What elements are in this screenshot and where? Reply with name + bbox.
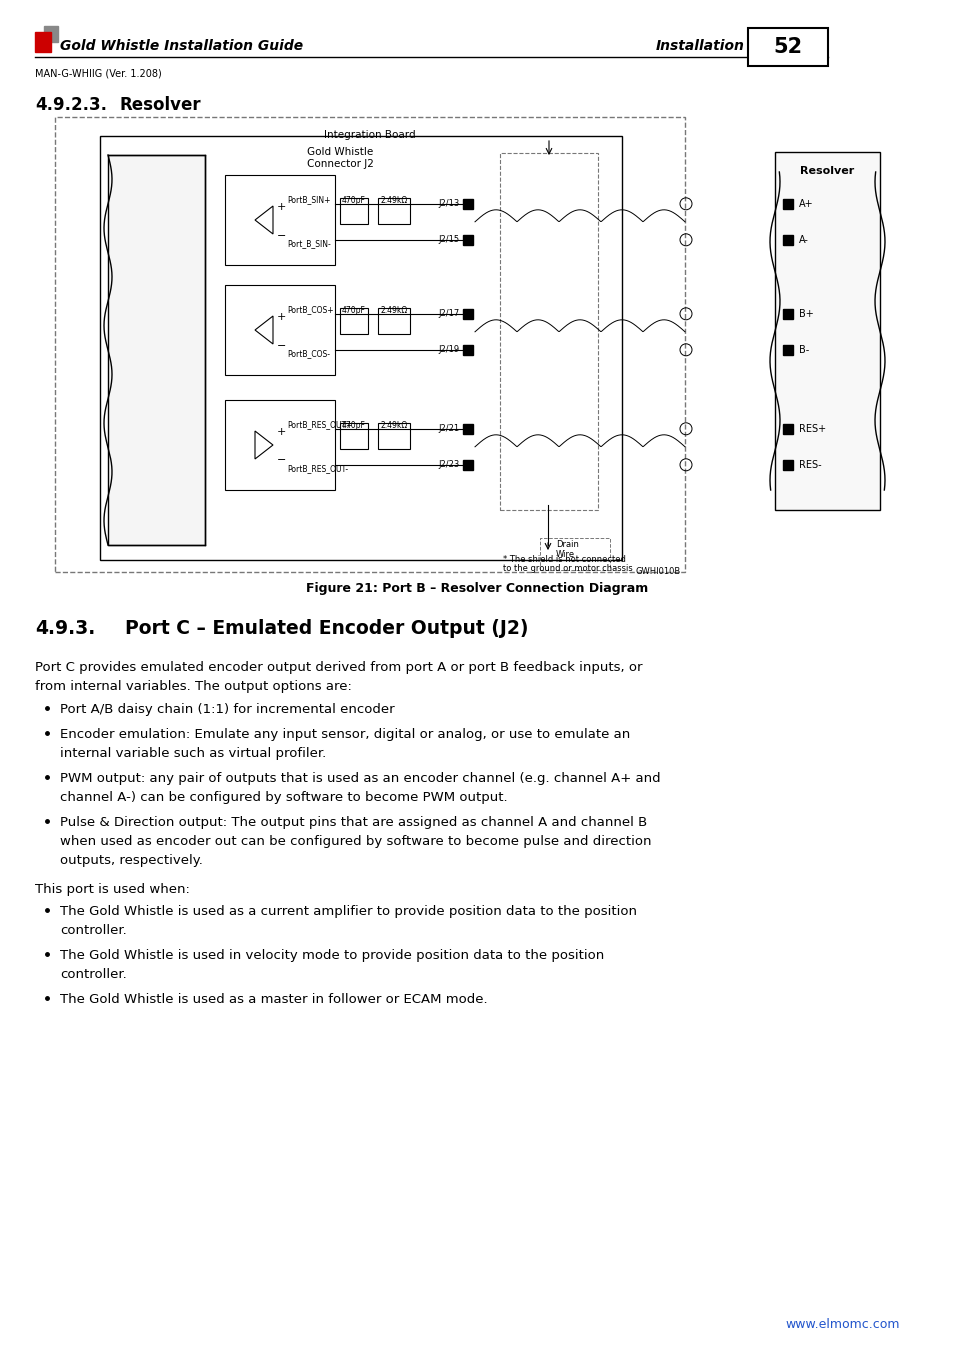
- Text: PortB_COS+: PortB_COS+: [287, 305, 334, 313]
- Text: Encoder emulation: Emulate any input sensor, digital or analog, or use to emulat: Encoder emulation: Emulate any input sen…: [60, 728, 630, 741]
- Text: MAN-G-WHIIG (Ver. 1.208): MAN-G-WHIIG (Ver. 1.208): [35, 68, 162, 78]
- Text: The Gold Whistle is used in velocity mode to provide position data to the positi: The Gold Whistle is used in velocity mod…: [60, 949, 603, 963]
- Bar: [462, 344, 473, 355]
- Text: Port C – Emulated Encoder Output (J2): Port C – Emulated Encoder Output (J2): [125, 620, 528, 639]
- Bar: [44, 26, 58, 42]
- Bar: [339, 198, 368, 224]
- Text: +: +: [276, 312, 286, 323]
- Text: GWHI010B: GWHI010B: [635, 567, 680, 576]
- Text: 2.49kΩ: 2.49kΩ: [380, 421, 407, 431]
- Text: Figure 21: Port B – Resolver Connection Diagram: Figure 21: Port B – Resolver Connection …: [306, 582, 647, 595]
- Bar: [339, 423, 368, 450]
- Text: controller.: controller.: [60, 968, 127, 981]
- Text: * The shield is not connected: * The shield is not connected: [502, 555, 625, 564]
- Text: channel A-) can be configured by software to become PWM output.: channel A-) can be configured by softwar…: [60, 791, 507, 805]
- Text: Integration Board: Integration Board: [324, 130, 416, 140]
- Text: controller.: controller.: [60, 923, 127, 937]
- Text: to the ground or motor chassis: to the ground or motor chassis: [502, 564, 632, 572]
- Text: outputs, respectively.: outputs, respectively.: [60, 855, 203, 867]
- Text: Installation: Installation: [656, 39, 744, 53]
- Bar: [35, 32, 51, 53]
- Text: 470pF: 470pF: [342, 306, 366, 315]
- Bar: [747, 28, 827, 66]
- Text: Connector J2: Connector J2: [306, 159, 373, 169]
- Bar: [55, 117, 684, 572]
- Bar: [377, 308, 410, 333]
- Bar: [499, 153, 598, 510]
- Bar: [377, 198, 410, 224]
- Bar: [782, 424, 792, 433]
- Text: PortB_RES_OUT-: PortB_RES_OUT-: [287, 464, 348, 472]
- Bar: [377, 423, 410, 450]
- Text: A-: A-: [799, 235, 808, 244]
- Text: PortB_COS-: PortB_COS-: [287, 350, 330, 358]
- Text: from internal variables. The output options are:: from internal variables. The output opti…: [35, 680, 352, 693]
- Text: −: −: [276, 340, 286, 351]
- Bar: [539, 539, 609, 570]
- Text: J2/19: J2/19: [438, 346, 459, 354]
- Text: −: −: [276, 455, 286, 466]
- Bar: [108, 155, 205, 545]
- Bar: [462, 309, 473, 319]
- Text: The Gold Whistle is used as a master in follower or ECAM mode.: The Gold Whistle is used as a master in …: [60, 994, 487, 1006]
- Text: PortB_RES_OUT+: PortB_RES_OUT+: [287, 420, 352, 429]
- Text: Port C provides emulated encoder output derived from port A or port B feedback i: Port C provides emulated encoder output …: [35, 662, 641, 674]
- Text: J2/23: J2/23: [438, 460, 459, 470]
- Bar: [462, 460, 473, 470]
- Bar: [225, 400, 335, 490]
- Text: This port is used when:: This port is used when:: [35, 883, 190, 896]
- Bar: [774, 153, 879, 510]
- Text: 470pF: 470pF: [342, 196, 366, 205]
- Text: Drain: Drain: [556, 540, 578, 549]
- Text: B-: B-: [799, 344, 808, 355]
- Text: A+: A+: [799, 198, 813, 209]
- Bar: [782, 235, 792, 244]
- Bar: [462, 235, 473, 244]
- Bar: [225, 176, 335, 265]
- Text: 2.49kΩ: 2.49kΩ: [380, 306, 407, 315]
- Bar: [782, 460, 792, 470]
- Text: RES+: RES+: [799, 424, 825, 433]
- Text: Resolver: Resolver: [120, 96, 201, 113]
- Bar: [782, 344, 792, 355]
- Text: PWM output: any pair of outputs that is used as an encoder channel (e.g. channel: PWM output: any pair of outputs that is …: [60, 772, 659, 784]
- Text: B+: B+: [799, 309, 813, 319]
- Text: 2.49kΩ: 2.49kΩ: [380, 196, 407, 205]
- Text: PortB_SIN+: PortB_SIN+: [287, 194, 330, 204]
- Text: 470pF: 470pF: [342, 421, 366, 431]
- Text: Wire: Wire: [556, 549, 575, 559]
- Text: Port A/B daisy chain (1:1) for incremental encoder: Port A/B daisy chain (1:1) for increment…: [60, 703, 395, 716]
- Text: J2/13: J2/13: [438, 200, 459, 208]
- Bar: [462, 198, 473, 209]
- Text: 4.9.2.3.: 4.9.2.3.: [35, 96, 107, 113]
- Text: when used as encoder out can be configured by software to become pulse and direc: when used as encoder out can be configur…: [60, 836, 651, 848]
- Text: 52: 52: [773, 36, 801, 57]
- Text: +: +: [276, 202, 286, 212]
- Text: Gold Whistle Installation Guide: Gold Whistle Installation Guide: [60, 39, 303, 53]
- Bar: [782, 309, 792, 319]
- Text: J2/17: J2/17: [438, 309, 459, 319]
- Bar: [225, 285, 335, 375]
- Text: Resolver: Resolver: [800, 166, 854, 176]
- Text: RES-: RES-: [799, 460, 821, 470]
- Bar: [782, 198, 792, 209]
- Text: J2/15: J2/15: [438, 235, 459, 244]
- Text: www.elmomc.com: www.elmomc.com: [784, 1318, 899, 1331]
- Text: internal variable such as virtual profiler.: internal variable such as virtual profil…: [60, 747, 326, 760]
- Text: Port_B_SIN-: Port_B_SIN-: [287, 239, 331, 248]
- Text: J2/21: J2/21: [438, 424, 459, 433]
- Bar: [100, 136, 621, 560]
- Bar: [462, 424, 473, 433]
- Text: Gold Whistle: Gold Whistle: [307, 147, 373, 157]
- Bar: [339, 308, 368, 333]
- Text: The Gold Whistle is used as a current amplifier to provide position data to the : The Gold Whistle is used as a current am…: [60, 904, 637, 918]
- Text: 4.9.3.: 4.9.3.: [35, 620, 95, 639]
- Text: Pulse & Direction output: The output pins that are assigned as channel A and cha: Pulse & Direction output: The output pin…: [60, 815, 646, 829]
- Text: −: −: [276, 231, 286, 240]
- Text: +: +: [276, 427, 286, 437]
